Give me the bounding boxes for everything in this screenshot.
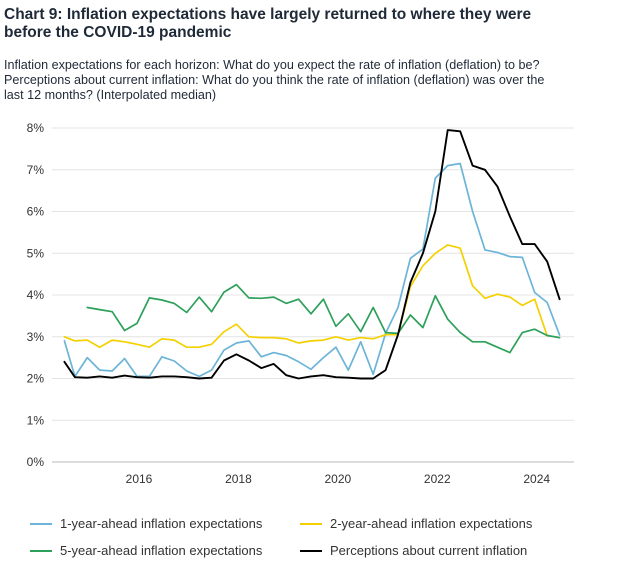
legend-swatch-5-year <box>30 549 52 552</box>
chart-subtitle: Inflation expectations for each horizon:… <box>4 58 610 103</box>
legend-item-5-year: 5-year-ahead inflation expectations <box>30 543 262 558</box>
y-tick-label: 7% <box>27 163 45 177</box>
chart-subtitle-line-2: Perceptions about current inflation: Wha… <box>4 73 545 87</box>
chart-title-line-2: before the COVID-19 pandemic <box>4 24 232 41</box>
legend-label-1-year: 1-year-ahead inflation expectations <box>60 516 263 531</box>
legend-swatch-perceptions <box>300 549 322 552</box>
legend-swatch-2-year <box>300 522 322 525</box>
y-tick-label: 5% <box>27 246 45 260</box>
y-axis-ticks: 0% 1% 2% 3% 4% 5% 6% 7% 8% <box>27 121 45 469</box>
grid-lines <box>52 127 574 463</box>
legend-label-perceptions: Perceptions about current inflation <box>330 543 528 558</box>
y-tick-label: 4% <box>27 288 45 302</box>
legend-label-2-year: 2-year-ahead inflation expectations <box>330 516 533 531</box>
y-tick-label: 8% <box>27 121 45 135</box>
x-tick-label: 2024 <box>523 472 550 486</box>
line-chart: 0% 1% 2% 3% 4% 5% 6% 7% 8% 2016 2018 2020 2022 2024 <box>27 121 574 486</box>
x-axis-ticks: 2016 2018 2020 2022 2024 <box>126 472 551 486</box>
y-tick-label: 1% <box>27 413 45 427</box>
x-tick-label: 2018 <box>225 472 252 486</box>
y-tick-label: 2% <box>27 372 45 386</box>
chart-subtitle-line-1: Inflation expectations for each horizon:… <box>4 58 540 72</box>
legend-item-2-year: 2-year-ahead inflation expectations <box>300 516 532 531</box>
y-tick-label: 0% <box>27 455 45 469</box>
x-tick-label: 2022 <box>424 472 451 486</box>
legend-item-1-year: 1-year-ahead inflation expectations <box>30 516 262 531</box>
legend-label-5-year: 5-year-ahead inflation expectations <box>60 543 263 558</box>
y-tick-label: 3% <box>27 330 45 344</box>
legend-item-perceptions: Perceptions about current inflation <box>300 543 527 558</box>
chart-title-line-1: Chart 9: Inflation expectations have lar… <box>4 6 532 23</box>
series-line-3 <box>86 283 561 354</box>
y-tick-label: 6% <box>27 205 45 219</box>
series-line-4 <box>63 129 561 380</box>
x-tick-label: 2020 <box>325 472 352 486</box>
chart-subtitle-line-3: last 12 months? (Interpolated median) <box>4 88 217 102</box>
series-lines <box>63 129 561 380</box>
legend-swatch-1-year <box>30 522 52 525</box>
x-tick-label: 2016 <box>126 472 153 486</box>
series-line-1 <box>63 162 561 378</box>
chart-title: Chart 9: Inflation expectations have lar… <box>4 6 610 42</box>
series-line-2 <box>63 244 549 349</box>
